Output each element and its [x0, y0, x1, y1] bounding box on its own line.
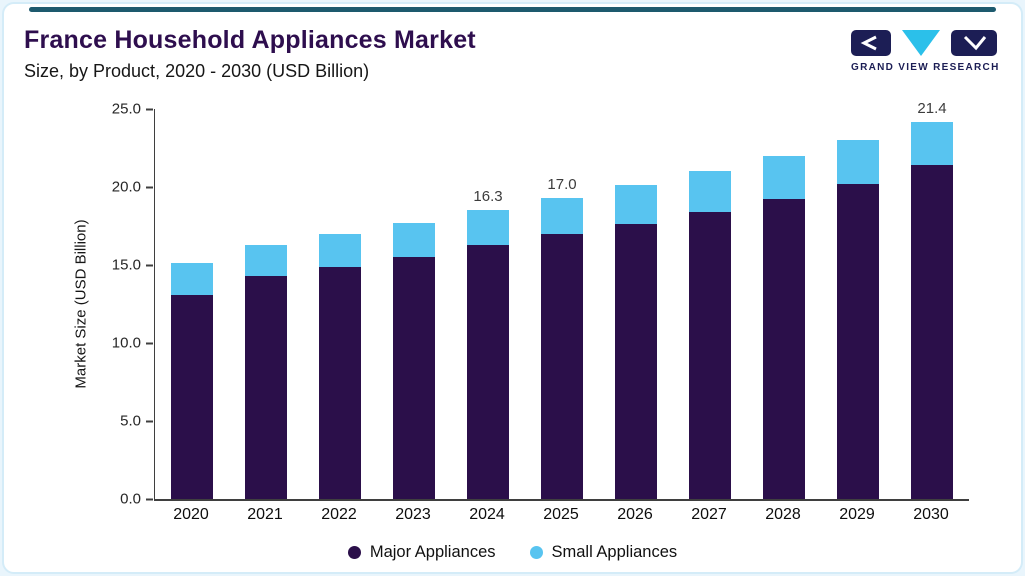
- major-appliances-segment: [541, 233, 583, 499]
- major-appliances-segment: [393, 257, 435, 499]
- stacked-bar-2024: [467, 210, 509, 499]
- y-tick-mark: [146, 498, 153, 500]
- y-tick-label: 15.0: [111, 256, 141, 274]
- y-tick: 5.0: [120, 413, 153, 430]
- bar-group-2027: [673, 109, 747, 499]
- legend-label: Major Appliances: [369, 543, 496, 561]
- stacked-bar-2027: [689, 171, 731, 499]
- header: France Household Appliances Market Size,…: [24, 26, 476, 82]
- legend-swatch: [347, 546, 361, 559]
- logo-mark-right: [951, 30, 997, 56]
- stacked-bar-2023: [393, 222, 435, 499]
- y-tick-label: 10.0: [111, 334, 141, 352]
- x-tick-label-2022: 2022: [321, 506, 357, 523]
- plot-area: 16.3 17.0 21.4: [154, 100, 969, 501]
- major-appliances-segment: [615, 224, 657, 499]
- y-tick-mark: [146, 264, 153, 266]
- bar-group-2028: [747, 109, 821, 499]
- bar-value-label-2025: 17.0: [547, 175, 577, 193]
- major-appliances-segment: [763, 199, 805, 499]
- x-tick-label-2026: 2026: [617, 506, 653, 523]
- small-appliances-segment: [467, 210, 509, 245]
- y-tick-label: 5.0: [120, 412, 141, 430]
- small-appliances-segment: [245, 244, 287, 276]
- x-axis-labels: 2020 2021 2022 2023 2024 2025 2026 2027 2028 2029…: [154, 506, 968, 524]
- stacked-bar-2028: [763, 155, 805, 499]
- major-appliances-segment: [319, 266, 361, 499]
- small-appliances-segment: [837, 140, 879, 184]
- bar-value-label-2030: 21.4: [917, 99, 947, 117]
- major-appliances-segment: [689, 211, 731, 499]
- major-appliances-segment: [245, 275, 287, 499]
- x-tick-label-2024: 2024: [469, 506, 505, 523]
- legend-item-major-appliances: Major Appliances: [347, 543, 496, 562]
- y-tick-label: 25.0: [111, 100, 141, 118]
- y-tick-label: 20.0: [111, 178, 141, 196]
- bar-group-2024: 16.3: [451, 109, 525, 499]
- x-tick-label-2029: 2029: [839, 506, 875, 523]
- bar-group-2030: 21.4: [895, 100, 969, 499]
- small-appliances-segment: [393, 222, 435, 258]
- major-appliances-segment: [911, 165, 953, 499]
- legend: Major Appliances Small Appliances: [4, 543, 1021, 562]
- small-appliances-segment: [911, 121, 953, 166]
- bar-group-2029: [821, 109, 895, 499]
- stacked-bar-2020: [171, 263, 213, 499]
- y-tick-mark: [146, 342, 153, 344]
- major-appliances-segment: [467, 244, 509, 499]
- x-tick-label-2021: 2021: [247, 506, 283, 523]
- gvr-logo: GRAND VIEW RESEARCH: [851, 30, 1000, 73]
- x-tick-label-2030: 2030: [913, 506, 949, 523]
- y-tick-mark: [146, 186, 153, 188]
- legend-label: Small Appliances: [551, 543, 678, 561]
- small-appliances-segment: [319, 233, 361, 267]
- bar-group-2025: 17.0: [525, 109, 599, 499]
- bar-group-2020: [155, 109, 229, 499]
- major-appliances-segment: [171, 294, 213, 499]
- major-appliances-segment: [837, 183, 879, 499]
- bar-value-label-2024: 16.3: [473, 188, 503, 206]
- y-tick: 10.0: [112, 335, 153, 352]
- y-tick: 0.0: [120, 491, 153, 508]
- stacked-bar-2025: [541, 197, 583, 499]
- logo-marks: [851, 30, 997, 57]
- logo-mark-triangle: [902, 30, 940, 56]
- page-subtitle: Size, by Product, 2020 - 2030 (USD Billi…: [24, 61, 370, 81]
- x-tick-label-2027: 2027: [691, 506, 727, 523]
- y-tick-mark: [146, 108, 153, 110]
- logo-mark-left: [851, 30, 891, 56]
- x-tick-label-2028: 2028: [765, 506, 801, 523]
- small-appliances-segment: [763, 155, 805, 200]
- x-tick-label-2023: 2023: [395, 506, 431, 523]
- logo-wordmark: GRAND VIEW RESEARCH: [851, 62, 1000, 73]
- y-tick: 20.0: [112, 179, 153, 196]
- bar-group-2026: [599, 109, 673, 499]
- y-axis-title: Market Size (USD Billion): [72, 219, 90, 389]
- accent-bar: [29, 7, 996, 12]
- stacked-bar-2029: [837, 140, 879, 499]
- legend-swatch: [529, 546, 543, 559]
- stacked-bar-2021: [245, 244, 287, 499]
- small-appliances-segment: [689, 171, 731, 212]
- page-title: France Household Appliances Market: [24, 26, 476, 54]
- bar-group-2022: [303, 109, 377, 499]
- small-appliances-segment: [171, 263, 213, 295]
- y-tick-label: 0.0: [120, 490, 141, 508]
- small-appliances-segment: [615, 185, 657, 225]
- x-tick-label-2020: 2020: [173, 506, 209, 523]
- stacked-bar-2026: [615, 185, 657, 499]
- bar-group-2023: [377, 109, 451, 499]
- stacked-bar-2030: [911, 121, 953, 499]
- y-tick-mark: [146, 420, 153, 422]
- x-tick-label-2025: 2025: [543, 506, 579, 523]
- stacked-bar-2022: [319, 233, 361, 499]
- y-tick: 25.0: [112, 101, 153, 118]
- small-appliances-segment: [541, 197, 583, 234]
- legend-item-small-appliances: Small Appliances: [529, 543, 678, 562]
- bar-group-2021: [229, 109, 303, 499]
- y-tick: 15.0: [112, 257, 153, 274]
